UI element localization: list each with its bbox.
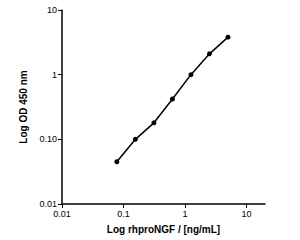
svg-text:10: 10 [241, 209, 251, 219]
svg-text:0.01: 0.01 [53, 209, 71, 219]
svg-text:1: 1 [52, 70, 57, 80]
svg-text:0.1: 0.1 [117, 209, 130, 219]
svg-text:10: 10 [47, 5, 57, 15]
svg-text:Log OD 450 nm: Log OD 450 nm [18, 70, 29, 143]
svg-text:1: 1 [182, 209, 187, 219]
svg-text:Log rhproNGF / [ng/mL]: Log rhproNGF / [ng/mL] [107, 224, 220, 235]
svg-text:0.01: 0.01 [39, 199, 57, 209]
svg-text:0.10: 0.10 [39, 134, 57, 144]
